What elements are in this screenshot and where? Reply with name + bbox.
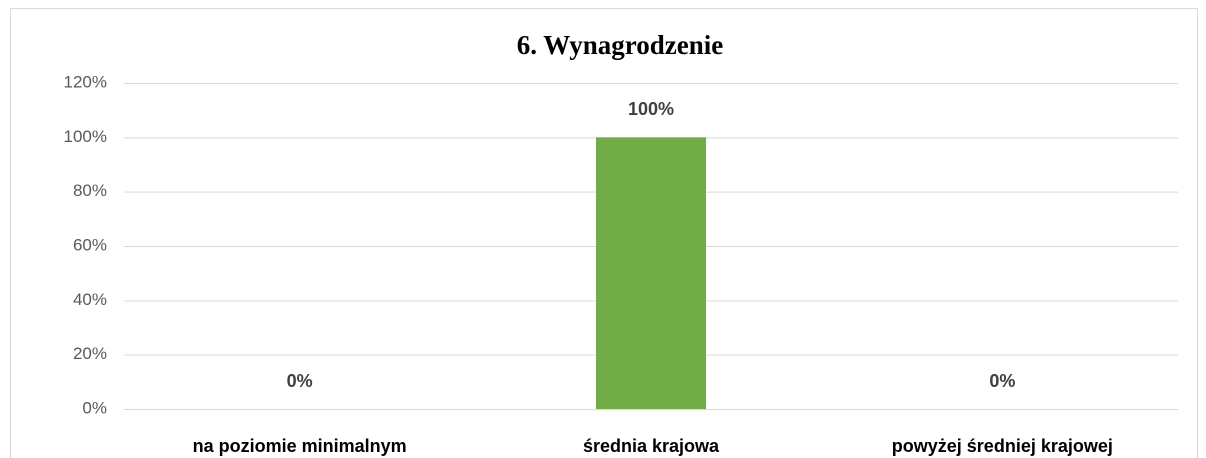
y-tick-label: 120% [64, 72, 107, 91]
data-label: 0% [287, 371, 313, 391]
data-label: 100% [628, 99, 674, 119]
y-tick-label: 20% [73, 344, 107, 363]
chart-title: 6. Wynagrodzenie [517, 30, 724, 60]
bar [596, 137, 706, 410]
chart-border [10, 8, 1198, 458]
y-tick-label: 40% [73, 290, 107, 309]
x-tick-label: powyżej średniej krajowej [892, 436, 1113, 456]
x-tick-label: średnia krajowa [583, 436, 720, 456]
x-tick-label: na poziomie minimalnym [193, 436, 407, 456]
y-tick-label: 80% [73, 181, 107, 200]
data-label: 0% [989, 371, 1015, 391]
y-tick-label: 0% [82, 398, 107, 417]
y-tick-label: 100% [64, 127, 107, 146]
y-tick-label: 60% [73, 235, 107, 254]
